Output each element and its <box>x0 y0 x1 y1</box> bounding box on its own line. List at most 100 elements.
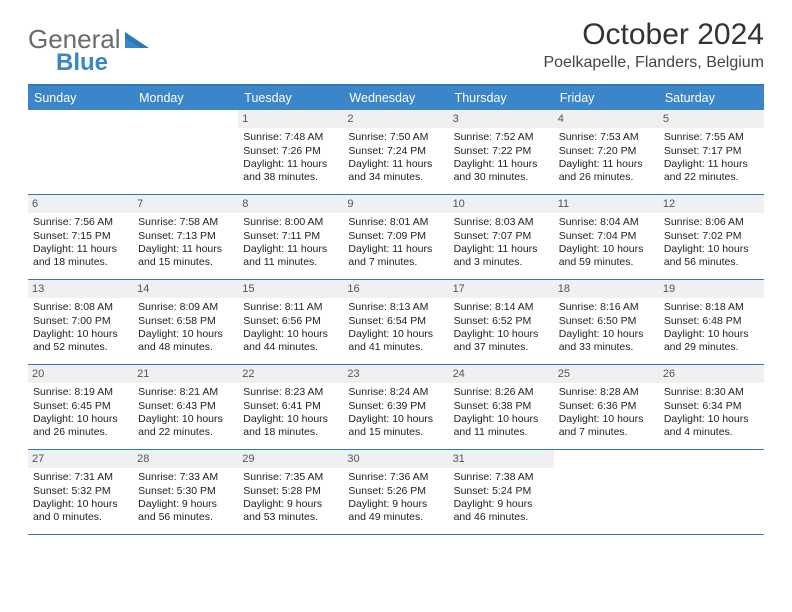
sunset: Sunset: 7:20 PM <box>559 145 654 158</box>
daylight: Daylight: 10 hours and 44 minutes. <box>243 328 338 355</box>
dow-mon: Monday <box>133 86 238 110</box>
day-number: 20 <box>28 365 133 383</box>
day-cell: 22Sunrise: 8:23 AMSunset: 6:41 PMDayligh… <box>238 365 343 449</box>
day-number: 25 <box>554 365 659 383</box>
daylight: Daylight: 10 hours and 48 minutes. <box>138 328 233 355</box>
week-row: 13Sunrise: 8:08 AMSunset: 7:00 PMDayligh… <box>28 280 764 365</box>
sunrise: Sunrise: 7:56 AM <box>33 216 128 229</box>
day-cell: 4Sunrise: 7:53 AMSunset: 7:20 PMDaylight… <box>554 110 659 194</box>
dow-fri: Friday <box>554 86 659 110</box>
sunrise: Sunrise: 7:36 AM <box>348 471 443 484</box>
day-number: 23 <box>343 365 448 383</box>
sunset: Sunset: 7:26 PM <box>243 145 338 158</box>
day-number: 29 <box>238 450 343 468</box>
logo-text-blue: Blue <box>56 49 149 77</box>
day-cell: 17Sunrise: 8:14 AMSunset: 6:52 PMDayligh… <box>449 280 554 364</box>
day-cell: 30Sunrise: 7:36 AMSunset: 5:26 PMDayligh… <box>343 450 448 534</box>
sunset: Sunset: 7:07 PM <box>454 230 549 243</box>
day-cell <box>28 110 133 194</box>
sunset: Sunset: 5:30 PM <box>138 485 233 498</box>
sunrise: Sunrise: 8:21 AM <box>138 386 233 399</box>
day-number: 11 <box>554 195 659 213</box>
day-number: 3 <box>449 110 554 128</box>
day-number: 7 <box>133 195 238 213</box>
title-block: October 2024 Poelkapelle, Flanders, Belg… <box>543 18 764 80</box>
day-cell: 3 Sunrise: 7:52 AMSunset: 7:22 PMDaylight… <box>449 110 554 194</box>
location: Poelkapelle, Flanders, Belgium <box>543 54 764 72</box>
sunset: Sunset: 6:39 PM <box>348 400 443 413</box>
day-cell: 8Sunrise: 8:00 AMSunset: 7:11 PMDaylight… <box>238 195 343 279</box>
sunset: Sunset: 6:52 PM <box>454 315 549 328</box>
sunset: Sunset: 7:17 PM <box>664 145 759 158</box>
sunrise: Sunrise: 7:52 AM <box>454 131 549 144</box>
daylight: Daylight: 11 hours and 30 minutes. <box>454 158 549 185</box>
logo: General Blue <box>28 18 149 77</box>
sunset: Sunset: 5:26 PM <box>348 485 443 498</box>
sunrise: Sunrise: 8:01 AM <box>348 216 443 229</box>
month-title: October 2024 <box>543 18 764 52</box>
sunset: Sunset: 7:13 PM <box>138 230 233 243</box>
week-row: 20Sunrise: 8:19 AMSunset: 6:45 PMDayligh… <box>28 365 764 450</box>
day-number: 27 <box>28 450 133 468</box>
sunset: Sunset: 6:43 PM <box>138 400 233 413</box>
sunrise: Sunrise: 8:24 AM <box>348 386 443 399</box>
day-cell <box>133 110 238 194</box>
daylight: Daylight: 11 hours and 7 minutes. <box>348 243 443 270</box>
day-number: 22 <box>238 365 343 383</box>
day-cell: 19Sunrise: 8:18 AMSunset: 6:48 PMDayligh… <box>659 280 764 364</box>
sunset: Sunset: 6:54 PM <box>348 315 443 328</box>
sunset: Sunset: 6:56 PM <box>243 315 338 328</box>
dow-sat: Saturday <box>659 86 764 110</box>
sunrise: Sunrise: 8:14 AM <box>454 301 549 314</box>
sunset: Sunset: 6:36 PM <box>559 400 654 413</box>
sunrise: Sunrise: 8:03 AM <box>454 216 549 229</box>
sunrise: Sunrise: 7:55 AM <box>664 131 759 144</box>
dow-wed: Wednesday <box>343 86 448 110</box>
daylight: Daylight: 11 hours and 18 minutes. <box>33 243 128 270</box>
sunset: Sunset: 5:28 PM <box>243 485 338 498</box>
sunset: Sunset: 5:32 PM <box>33 485 128 498</box>
sunrise: Sunrise: 8:30 AM <box>664 386 759 399</box>
week-row: 27Sunrise: 7:31 AMSunset: 5:32 PMDayligh… <box>28 450 764 535</box>
dow-tue: Tuesday <box>238 86 343 110</box>
day-number: 16 <box>343 280 448 298</box>
sunrise: Sunrise: 8:16 AM <box>559 301 654 314</box>
day-number: 14 <box>133 280 238 298</box>
day-cell <box>659 450 764 534</box>
daylight: Daylight: 9 hours and 56 minutes. <box>138 498 233 525</box>
sunset: Sunset: 6:34 PM <box>664 400 759 413</box>
day-cell <box>554 450 659 534</box>
daylight: Daylight: 11 hours and 11 minutes. <box>243 243 338 270</box>
day-number: 24 <box>449 365 554 383</box>
sunrise: Sunrise: 7:38 AM <box>454 471 549 484</box>
sunset: Sunset: 7:09 PM <box>348 230 443 243</box>
day-number: 8 <box>238 195 343 213</box>
day-cell: 28Sunrise: 7:33 AMSunset: 5:30 PMDayligh… <box>133 450 238 534</box>
day-cell: 2Sunrise: 7:50 AMSunset: 7:24 PMDaylight… <box>343 110 448 194</box>
daylight: Daylight: 10 hours and 26 minutes. <box>33 413 128 440</box>
sunrise: Sunrise: 8:04 AM <box>559 216 654 229</box>
day-cell: 24Sunrise: 8:26 AMSunset: 6:38 PMDayligh… <box>449 365 554 449</box>
day-number: 19 <box>659 280 764 298</box>
dow-header: Sunday Monday Tuesday Wednesday Thursday… <box>28 86 764 110</box>
sunrise: Sunrise: 8:11 AM <box>243 301 338 314</box>
daylight: Daylight: 10 hours and 41 minutes. <box>348 328 443 355</box>
day-cell: 14Sunrise: 8:09 AMSunset: 6:58 PMDayligh… <box>133 280 238 364</box>
daylight: Daylight: 10 hours and 29 minutes. <box>664 328 759 355</box>
daylight: Daylight: 11 hours and 22 minutes. <box>664 158 759 185</box>
sunrise: Sunrise: 8:26 AM <box>454 386 549 399</box>
day-cell: 15 Sunrise: 8:11 AMSunset: 6:56 PMDayligh… <box>238 280 343 364</box>
day-number: 17 <box>449 280 554 298</box>
day-number: 15 <box>238 280 343 298</box>
sunset: Sunset: 6:50 PM <box>559 315 654 328</box>
day-number: 21 <box>133 365 238 383</box>
sunset: Sunset: 7:22 PM <box>454 145 549 158</box>
daylight: Daylight: 10 hours and 59 minutes. <box>559 243 654 270</box>
sunset: Sunset: 7:11 PM <box>243 230 338 243</box>
day-number: 18 <box>554 280 659 298</box>
dow-thu: Thursday <box>449 86 554 110</box>
sunrise: Sunrise: 8:23 AM <box>243 386 338 399</box>
day-number: 5 <box>659 110 764 128</box>
day-number: 13 <box>28 280 133 298</box>
daylight: Daylight: 11 hours and 38 minutes. <box>243 158 338 185</box>
